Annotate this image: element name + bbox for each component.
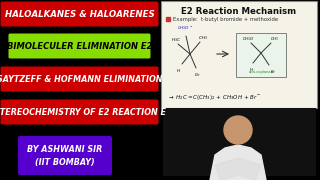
Text: BY ASHWANI SIR: BY ASHWANI SIR (28, 145, 103, 154)
Text: $Br$: $Br$ (195, 71, 202, 78)
FancyBboxPatch shape (9, 33, 150, 58)
Text: $CH_3O$: $CH_3O$ (242, 35, 254, 43)
Text: anti-coplanar: anti-coplanar (249, 70, 273, 74)
FancyBboxPatch shape (1, 1, 158, 26)
Text: $H$: $H$ (249, 66, 253, 73)
Bar (166, 17, 170, 21)
Text: $H_3C$: $H_3C$ (171, 36, 181, 44)
FancyBboxPatch shape (161, 1, 317, 108)
FancyBboxPatch shape (236, 33, 286, 77)
Text: $CH_3O^-$: $CH_3O^-$ (177, 24, 193, 32)
FancyBboxPatch shape (1, 66, 158, 91)
Text: HALOALKANES & HALOARENES: HALOALKANES & HALOARENES (4, 10, 154, 19)
FancyBboxPatch shape (1, 100, 158, 125)
Text: BIMOLECULER ELIMINATION E2: BIMOLECULER ELIMINATION E2 (7, 42, 152, 51)
Text: $CH_3$: $CH_3$ (198, 34, 208, 42)
Text: Example:  t-butyl bromide + methoxide: Example: t-butyl bromide + methoxide (173, 17, 278, 21)
FancyBboxPatch shape (18, 136, 112, 175)
Text: SAYTZEFF & HOFMANN ELIMINATION: SAYTZEFF & HOFMANN ELIMINATION (0, 75, 162, 84)
Polygon shape (210, 145, 266, 180)
Text: $CH_3$: $CH_3$ (270, 35, 280, 43)
Polygon shape (215, 158, 261, 180)
Text: $\rightarrow$ $H_2C=C(CH_3)_2$ + $CH_3OH$ + $Br^-$: $\rightarrow$ $H_2C=C(CH_3)_2$ + $CH_3OH… (167, 93, 261, 102)
Text: (IIT BOMBAY): (IIT BOMBAY) (35, 158, 95, 167)
FancyBboxPatch shape (163, 108, 316, 176)
Text: $Br$: $Br$ (270, 68, 276, 75)
Circle shape (224, 116, 252, 144)
Text: E2 Reaction Mechanism: E2 Reaction Mechanism (181, 6, 297, 15)
Text: $H$: $H$ (176, 66, 181, 73)
Text: STEREOCHEMISTRY OF E2 REACTION E: STEREOCHEMISTRY OF E2 REACTION E (0, 107, 165, 116)
